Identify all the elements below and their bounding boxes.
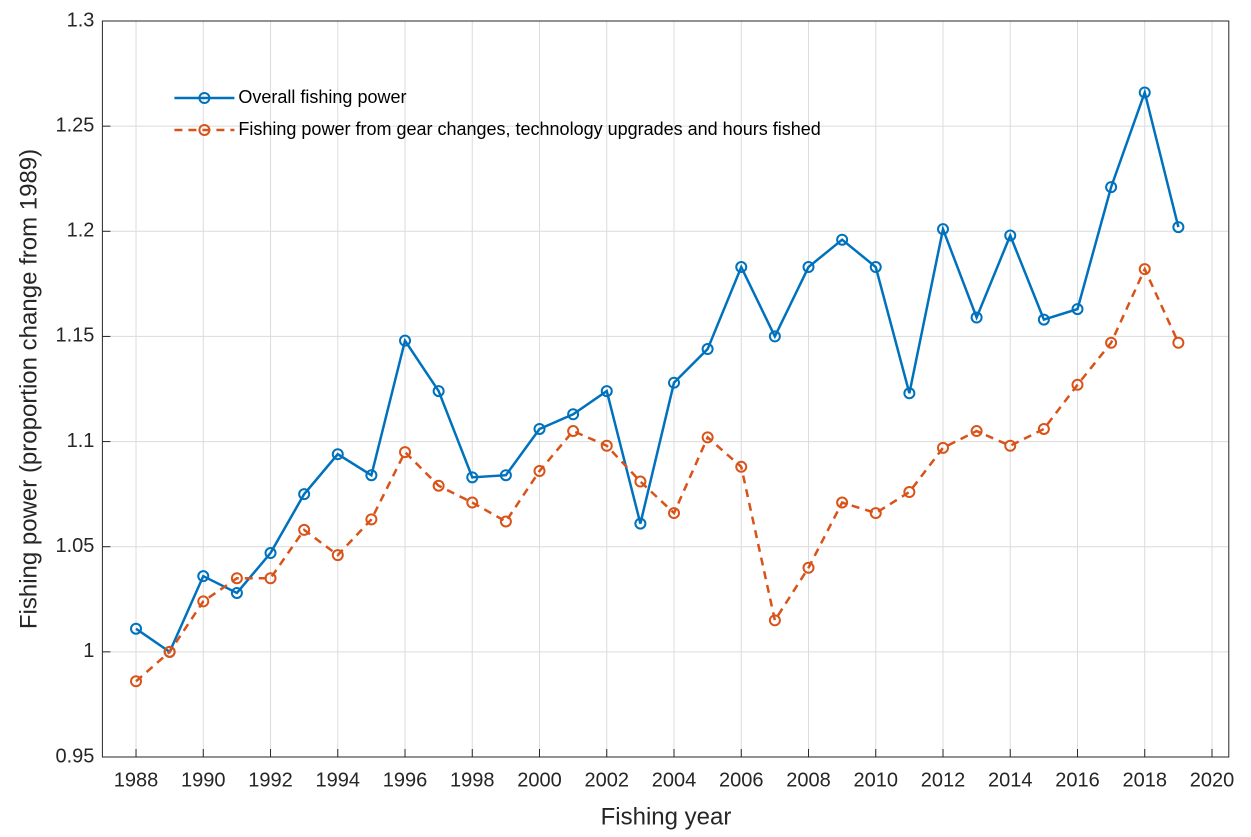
marker [1037,422,1050,435]
x-tick-label: 2012 [921,769,966,791]
x-tick-label: 2014 [988,769,1033,791]
marker [230,586,243,599]
marker [735,261,748,274]
marker [365,513,378,526]
legend-label: Fishing power from gear changes, technol… [238,119,820,139]
legend-marker [198,92,211,104]
marker [1105,181,1118,194]
series-line [135,88,1180,654]
x-tick-label: 1994 [316,769,361,791]
marker [903,486,916,499]
y-tick-label: 1.15 [55,325,94,347]
marker [634,475,647,488]
marker [432,385,445,398]
marker [399,334,412,347]
marker [466,471,479,484]
marker [802,261,815,274]
marker [600,385,613,398]
marker [1071,378,1084,391]
y-tick-label: 1 [83,640,94,662]
marker [331,448,344,461]
x-tick-label: 2020 [1190,769,1235,791]
marker [701,343,714,356]
x-tick-label: 1998 [450,769,495,791]
x-tick-label: 1992 [248,769,293,791]
y-tick-label: 1.1 [67,430,95,452]
marker [298,523,311,536]
y-tick-label: 1.05 [55,535,94,557]
marker [567,425,580,438]
marker [264,547,277,560]
x-tick-label: 2018 [1122,769,1167,791]
marker [600,439,613,452]
marker [1138,263,1151,276]
marker [1004,439,1017,452]
marker [802,561,815,574]
marker [1071,303,1084,316]
marker [768,330,781,343]
marker [331,549,344,562]
y-axis-label: Fishing power (proportion change from 19… [15,149,42,629]
marker [768,614,781,627]
marker [970,425,983,438]
marker [130,675,143,688]
series-line [135,266,1180,683]
marker [869,261,882,274]
marker [1172,221,1185,234]
marker [701,431,714,444]
marker [634,517,647,530]
legend-marker [198,124,211,136]
plot-frame [101,20,1230,758]
y-tick-label: 0.95 [55,745,94,767]
marker [499,469,512,482]
marker [197,570,210,583]
marker [432,479,445,492]
marker [399,446,412,459]
y-tick-label: 1.3 [67,9,95,31]
marker [668,376,681,389]
marker [130,622,143,635]
x-axis-label: Fishing year [601,803,732,830]
marker [836,496,849,509]
marker [567,408,580,421]
x-tick-label: 2010 [853,769,898,791]
x-tick-label: 1988 [114,769,159,791]
y-tick-label: 1.2 [67,220,95,242]
marker [970,311,983,324]
marker [298,488,311,501]
legend-label: Overall fishing power [238,87,406,107]
x-tick-label: 2008 [786,769,831,791]
y-tick-label: 1.25 [55,114,94,136]
marker [230,572,243,585]
marker [1004,229,1017,242]
marker [936,441,949,454]
marker [1037,313,1050,326]
marker [735,460,748,473]
marker [163,645,176,658]
marker [869,507,882,520]
marker [264,572,277,585]
marker [533,422,546,435]
marker [1105,336,1118,349]
marker [466,496,479,509]
marker [533,465,546,478]
marker [499,515,512,528]
x-tick-label: 2004 [652,769,697,791]
marker [365,469,378,482]
marker [668,507,681,520]
x-tick-label: 1990 [181,769,226,791]
x-tick-label: 2016 [1055,769,1100,791]
marker [1138,86,1151,99]
marker [197,595,210,608]
marker [903,387,916,400]
x-tick-label: 2006 [719,769,764,791]
marker [936,223,949,236]
marker [1172,336,1185,349]
x-tick-label: 1996 [383,769,428,791]
x-tick-label: 2000 [517,769,562,791]
marker [836,233,849,246]
x-tick-label: 2002 [585,769,630,791]
